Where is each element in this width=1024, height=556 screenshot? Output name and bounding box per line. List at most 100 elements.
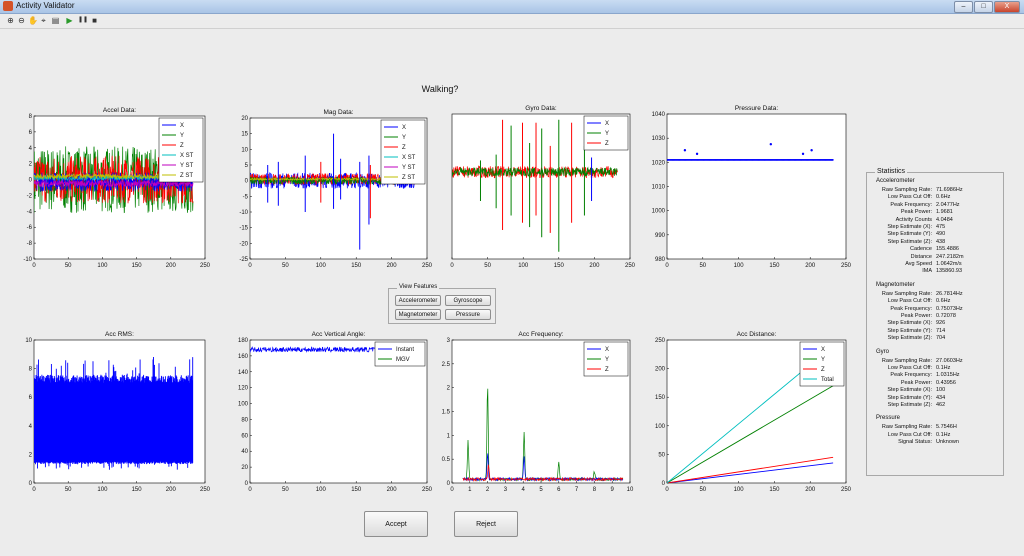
angle-legend-label: MGV: [396, 357, 410, 363]
magnetometer-button[interactable]: Magnetometer: [395, 309, 441, 320]
pan-icon[interactable]: ✋: [28, 16, 38, 25]
pause-icon[interactable]: ❚❚: [78, 17, 89, 23]
dist-chart: Acc Distance: 0 50 100 150 200 250 0 50 100 150 200…: [655, 331, 852, 493]
stats-label: Step Estimate (Y):: [887, 327, 932, 334]
dist-ytick-label: 50: [658, 452, 665, 458]
freq-ytick-label: 1.5: [442, 410, 451, 416]
gyroscope-button[interactable]: Gyroscope: [445, 295, 491, 306]
stats-row: Avg Speed 1.0642m/s: [866, 261, 1002, 268]
rms-xtick-label: 200: [166, 487, 177, 493]
stats-row: Peak Power: 0.72078: [866, 313, 1002, 320]
zoom-in-icon[interactable]: ⊕: [7, 16, 14, 25]
gyro-xtick-label: 50: [484, 263, 491, 269]
stats-label: Raw Sampling Rate:: [881, 357, 932, 364]
stats-row: Peak Frequency: 1.0315Hz: [866, 372, 1002, 379]
freq-ytick-label: 2: [447, 386, 451, 392]
gyro-legend-label: Y: [605, 131, 609, 137]
dist-xtick-label: 200: [805, 487, 816, 493]
pressure-xtick-label: 150: [769, 263, 780, 269]
dist-legend-label: Z: [821, 367, 825, 373]
gyro-chart: Gyro Data: 0 50 100 150 200 250 XYZ: [450, 105, 635, 269]
accel-ytick-label: 4: [29, 146, 33, 152]
mag-legend-label: Y: [402, 135, 406, 141]
angle-ytick-label: 180: [238, 338, 249, 344]
freq-ytick-label: 3: [447, 338, 451, 344]
angle-ytick-label: 20: [241, 465, 248, 471]
insert-colorbar-icon[interactable]: ▤: [51, 16, 60, 25]
play-icon[interactable]: ▶: [66, 16, 73, 25]
accel-legend: XYZ X ST Y ST Z ST: [158, 117, 204, 183]
stats-value: 247.2182m: [936, 253, 964, 260]
stats-label: Distance: [910, 253, 932, 260]
stats-section-title: Gyro: [876, 348, 890, 355]
figure-toolbar: ⊕ ⊖ ✋ ⌖ ▤ ▶ ❚❚ ■: [0, 14, 1024, 29]
rms-ytick-label: 6: [29, 395, 33, 401]
accel-xtick-label: 50: [65, 263, 72, 269]
stats-label: IMA: [922, 268, 932, 275]
pressure-point: [695, 152, 699, 156]
stats-row: Activity Counts 4.0484: [866, 217, 1002, 224]
pressure-button[interactable]: Pressure: [445, 309, 491, 320]
stop-icon[interactable]: ■: [92, 16, 97, 25]
gyro-xtick-label: 0: [450, 263, 454, 269]
angle-xtick-label: 250: [422, 487, 433, 493]
freq-title: Acc Frequency:: [518, 331, 563, 338]
stats-value: Unknown: [936, 439, 959, 446]
stats-row: Step Estimate (X): 926: [866, 320, 1002, 327]
angle-ytick-label: 100: [238, 402, 249, 408]
mag-legend-label: X ST: [402, 155, 416, 161]
stats-row: Low Pass Cut Off: 0.1Hz: [866, 365, 1002, 372]
maximize-button[interactable]: □: [974, 1, 993, 13]
stats-label: Low Pass Cut Off:: [887, 431, 932, 438]
stats-value: 27.0603Hz: [936, 357, 963, 364]
freq-xtick-label: 9: [611, 487, 615, 493]
statistics-panel: Statistics: [866, 168, 1004, 476]
minimize-button[interactable]: –: [954, 1, 973, 13]
gyro-legend-label: Z: [605, 141, 609, 147]
stats-row: Step Estimate (Y): 490: [866, 231, 1002, 238]
accel-legend-box: [158, 117, 204, 183]
reject-button[interactable]: Reject: [454, 511, 518, 537]
accept-button[interactable]: Accept: [364, 511, 428, 537]
stats-value: 475: [936, 224, 946, 230]
matlab-icon: [3, 1, 13, 11]
freq-legend-label: X: [605, 347, 609, 353]
freq-ytick-label: 0: [447, 481, 451, 487]
mag-legend-label: Y ST: [402, 165, 416, 171]
zoom-out-icon[interactable]: ⊖: [18, 16, 25, 25]
pressure-ytick-label: 1020: [652, 160, 666, 166]
stats-row: Peak Power: 1.9681: [866, 209, 1002, 216]
window-title: Activity Validator: [16, 1, 75, 10]
stats-label: Signal Status:: [898, 439, 932, 446]
stats-label: Peak Frequency:: [890, 372, 932, 379]
stats-row: Low Pass Cut Off: 0.1Hz: [866, 432, 1002, 439]
stats-value: 434: [936, 394, 946, 401]
accel-xtick-label: 100: [97, 263, 108, 269]
accelerometer-button[interactable]: Accelerometer: [395, 295, 441, 306]
freq-xtick-label: 2: [486, 487, 490, 493]
stats-row: Step Estimate (Y): 714: [866, 328, 1002, 335]
close-button[interactable]: X: [994, 1, 1020, 13]
stats-row: Step Estimate (Z): 438: [866, 239, 1002, 246]
view-features-title: View Features: [397, 284, 440, 290]
stats-label: Step Estimate (Z):: [887, 335, 932, 342]
data-cursor-icon[interactable]: ⌖: [41, 16, 46, 25]
freq-legend: XYZ: [583, 341, 629, 377]
gyro-marks: [452, 119, 618, 252]
pressure-point: [683, 149, 687, 152]
stats-row: Peak Power: 0.43956: [866, 380, 1002, 387]
accel-legend-label: X: [180, 123, 184, 129]
accel-xtick-label: 0: [32, 263, 36, 269]
rms-ytick-label: 8: [29, 367, 33, 373]
freq-legend-label: Y: [605, 357, 609, 363]
freq-xtick-label: 4: [522, 487, 526, 493]
stats-label: Activity Counts: [895, 216, 932, 223]
angle-legend-box: [374, 341, 426, 367]
angle-xtick-label: 100: [316, 487, 327, 493]
gyro-xtick-label: 100: [518, 263, 529, 269]
stats-row: Cadence 155.4886: [866, 246, 1002, 253]
stats-label: Step Estimate (X):: [887, 387, 932, 394]
rms-marks: [34, 357, 194, 470]
accel-ytick-label: 6: [29, 130, 33, 136]
accel-legend-label: Z ST: [180, 173, 193, 179]
